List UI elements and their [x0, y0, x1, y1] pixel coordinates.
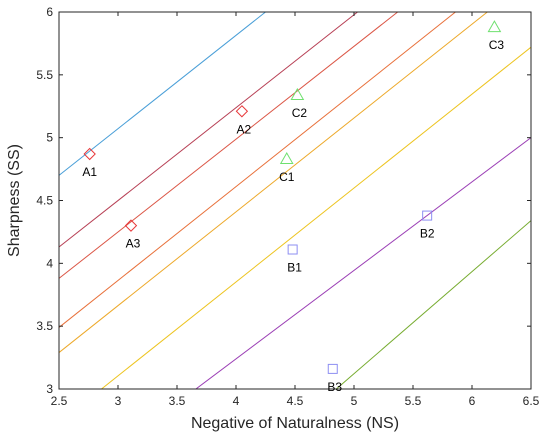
- point-a1-marker: [83, 147, 96, 161]
- y-tick-label: 6: [46, 5, 53, 19]
- point-a2-marker: [235, 105, 249, 118]
- y-axis-label: Sharpness (SS): [6, 144, 23, 257]
- point-c2-label: C2: [292, 106, 308, 120]
- y-tick-label: 5.5: [36, 68, 53, 82]
- x-tick-label: 3: [115, 394, 122, 408]
- point-b2-label: B2: [420, 227, 435, 241]
- reference-line-2: [59, 12, 358, 248]
- point-b2-marker: [422, 210, 433, 221]
- point-a2-label: A2: [237, 122, 252, 136]
- point-b1-marker: [287, 244, 298, 255]
- reference-line-7: [195, 137, 531, 389]
- reference-line-1: [59, 12, 266, 176]
- x-axis-label: Negative of Naturalness (NS): [191, 415, 399, 432]
- point-b1-label: B1: [287, 261, 302, 275]
- y-tick-label: 3: [46, 382, 53, 396]
- point-b3-label: B3: [327, 380, 342, 394]
- point-c1-label: C1: [279, 170, 295, 184]
- point-c2-marker: [290, 87, 305, 100]
- point-c3-label: C3: [489, 38, 505, 52]
- point-a3-marker: [124, 219, 138, 232]
- point-b3-marker: [327, 363, 338, 374]
- reference-line-5: [59, 12, 488, 353]
- x-tick-label: 6.5: [523, 394, 540, 408]
- y-tick-label: 3.5: [36, 319, 53, 333]
- x-tick-label: 2.5: [51, 394, 68, 408]
- reference-lines: [59, 12, 531, 389]
- data-points: A1 A2 A3 B1 B2 B3 C1 C2 C3: [82, 20, 505, 394]
- y-tick-label: 5: [46, 131, 53, 145]
- point-a3-label: A3: [126, 237, 141, 251]
- reference-line-8: [335, 220, 531, 389]
- y-tick-label: 4.5: [36, 194, 53, 208]
- x-tick-label: 4: [233, 394, 240, 408]
- x-tick-label: 5.5: [405, 394, 422, 408]
- x-tick-label: 6: [469, 394, 476, 408]
- reference-line-3: [59, 12, 398, 279]
- x-tick-label: 3.5: [169, 394, 186, 408]
- axis-ticks: 2.5 3 3.5 4 4.5 5 5.5 6 6.533.544.555.56: [36, 5, 539, 408]
- point-c1-marker: [279, 152, 294, 165]
- x-tick-label: 5: [351, 394, 358, 408]
- point-a1-label: A1: [82, 165, 97, 179]
- x-tick-label: 4.5: [287, 394, 304, 408]
- point-c3-marker: [487, 20, 502, 33]
- y-tick-label: 4: [46, 256, 53, 270]
- reference-line-4: [59, 12, 456, 328]
- reference-line-6: [101, 46, 531, 389]
